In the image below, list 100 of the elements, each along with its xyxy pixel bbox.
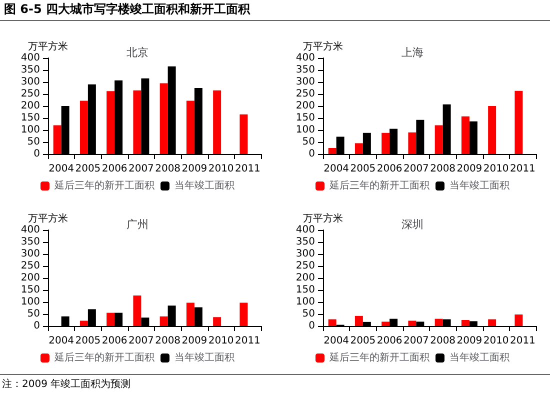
y-tick-label: 400 xyxy=(296,224,315,236)
bar xyxy=(186,302,194,326)
x-tick-label: 2010 xyxy=(208,164,234,174)
bar xyxy=(488,319,496,326)
x-tick-label: 2011 xyxy=(510,336,536,346)
y-tick-label: 0 xyxy=(34,148,40,160)
bar xyxy=(106,91,115,154)
y-tick-label: 400 xyxy=(20,224,40,236)
y-tick-label: 200 xyxy=(20,100,40,112)
x-tick-label: 2007 xyxy=(403,336,429,346)
legend-label: 当年竣工面积 xyxy=(450,180,510,192)
y-tick-label: 250 xyxy=(296,260,315,272)
legend-label: 延后三年的新开工面积 xyxy=(54,180,154,192)
y-tick-label: 150 xyxy=(296,284,315,296)
bar xyxy=(514,314,523,326)
chart-title: 广州 xyxy=(126,218,148,231)
y-tick-label: 350 xyxy=(296,236,315,248)
bar xyxy=(160,83,168,154)
y-tick-label: 350 xyxy=(20,236,40,248)
y-tick-label: 100 xyxy=(20,296,40,308)
x-tick-label: 2011 xyxy=(234,336,260,346)
chart-title: 上海 xyxy=(402,46,424,59)
chart-title: 北京 xyxy=(126,46,148,59)
x-tick-label: 2008 xyxy=(430,336,456,346)
y-tick-label: 300 xyxy=(296,248,315,260)
x-tick-label: 2009 xyxy=(182,164,208,174)
y-tick-label: 300 xyxy=(20,76,40,88)
y-tick-label: 200 xyxy=(296,100,315,112)
x-tick-label: 2004 xyxy=(48,336,74,346)
bar xyxy=(434,318,443,326)
bar xyxy=(488,106,496,154)
bar xyxy=(328,319,336,326)
y-tick-label: 250 xyxy=(20,260,40,272)
x-tick-label: 2005 xyxy=(350,164,376,174)
y-tick-label: 50 xyxy=(27,136,40,148)
x-tick-label: 2004 xyxy=(324,336,350,346)
y-axis-title: 万平方米 xyxy=(28,40,68,52)
x-tick-label: 2008 xyxy=(430,164,456,174)
y-tick-label: 100 xyxy=(296,124,315,136)
bar xyxy=(213,90,222,154)
x-tick-label: 2009 xyxy=(182,336,208,346)
y-tick-label: 0 xyxy=(308,148,315,160)
x-tick-label: 2010 xyxy=(483,336,509,346)
x-tick-label: 2007 xyxy=(128,336,154,346)
x-tick-label: 2005 xyxy=(350,336,376,346)
legend-label: 延后三年的新开工面积 xyxy=(54,352,154,364)
y-tick-label: 150 xyxy=(296,112,315,124)
y-tick-label: 0 xyxy=(34,320,40,332)
bar xyxy=(461,320,470,326)
bar xyxy=(213,317,222,326)
legend-label: 延后三年的新开工面积 xyxy=(328,352,430,364)
y-tick-label: 0 xyxy=(308,320,315,332)
legend-label: 当年竣工面积 xyxy=(174,352,234,364)
y-tick-label: 150 xyxy=(20,284,40,296)
legend-label: 当年竣工面积 xyxy=(450,352,510,364)
x-tick-label: 2006 xyxy=(376,164,402,174)
x-tick-label: 2009 xyxy=(456,336,482,346)
y-tick-label: 200 xyxy=(20,272,40,284)
y-tick-label: 50 xyxy=(302,308,315,320)
y-tick-label: 250 xyxy=(20,88,40,100)
bar xyxy=(354,143,363,154)
bar xyxy=(53,125,62,154)
x-tick-label: 2007 xyxy=(128,164,154,174)
x-tick-label: 2006 xyxy=(102,336,128,346)
bar xyxy=(328,148,336,154)
y-tick-label: 400 xyxy=(296,52,315,64)
x-tick-label: 2009 xyxy=(456,164,482,174)
caption: 图 6-5 四大城市写字楼竣工面积和新开工面积 xyxy=(4,2,250,16)
y-tick-label: 150 xyxy=(20,112,40,124)
bar xyxy=(80,100,88,154)
bar xyxy=(434,125,443,154)
x-tick-label: 2010 xyxy=(483,164,509,174)
bar xyxy=(160,316,168,326)
bar xyxy=(514,90,523,154)
bar xyxy=(240,302,248,326)
y-tick-label: 200 xyxy=(296,272,315,284)
text: 注：2009 年竣工面积为预测 xyxy=(2,379,131,390)
y-tick-label: 350 xyxy=(296,64,315,76)
y-tick-label: 250 xyxy=(296,88,315,100)
bar xyxy=(106,312,115,326)
bar xyxy=(382,132,390,154)
y-tick-label: 300 xyxy=(20,248,40,260)
x-tick-label: 2008 xyxy=(155,336,181,346)
bar xyxy=(382,322,390,326)
bar xyxy=(408,132,416,154)
x-tick-label: 2006 xyxy=(376,336,402,346)
x-tick-label: 2006 xyxy=(102,164,128,174)
legend-label: 当年竣工面积 xyxy=(174,180,234,192)
x-tick-label: 2005 xyxy=(75,336,101,346)
y-axis-title: 万平方米 xyxy=(28,212,68,224)
y-axis-title: 万平方米 xyxy=(303,40,343,52)
bar xyxy=(408,320,416,326)
x-tick-label: 2011 xyxy=(510,164,536,174)
y-tick-label: 100 xyxy=(296,296,315,308)
x-tick-label: 2004 xyxy=(324,164,350,174)
x-tick-label: 2004 xyxy=(48,164,74,174)
bar xyxy=(240,114,248,154)
x-tick-label: 2008 xyxy=(155,164,181,174)
x-tick-label: 2011 xyxy=(234,164,260,174)
bar xyxy=(133,90,142,154)
